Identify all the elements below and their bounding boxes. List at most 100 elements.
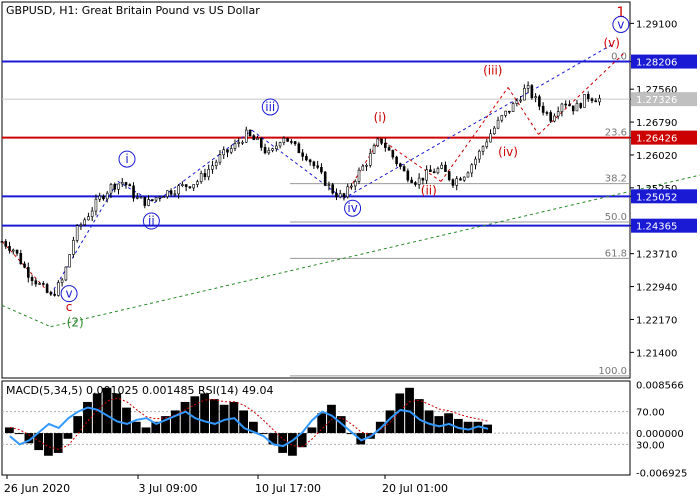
candle-body — [162, 196, 165, 198]
candle-body — [229, 148, 233, 153]
price-tick-label: 1.27560 — [636, 85, 677, 96]
candle-body — [320, 167, 323, 173]
candle-body — [523, 88, 526, 101]
candle-body — [282, 137, 286, 143]
macd-bar — [297, 433, 307, 448]
fib-level-label: 50.0 — [605, 212, 627, 223]
indicator-tick-label: 0.008566 — [636, 381, 684, 392]
indicator-tick-label: -0.006925 — [636, 468, 687, 479]
macd-bar — [170, 410, 180, 434]
macd-bar — [414, 399, 424, 434]
x-tick-label: 26 Jun 2020 — [4, 482, 70, 495]
macd-bar — [24, 433, 34, 444]
price-tick-label: 1.21400 — [636, 348, 677, 359]
candle-body — [207, 168, 210, 178]
candle-body — [410, 179, 413, 183]
wave-label: (v) — [603, 36, 619, 50]
macd-bar — [463, 421, 473, 434]
candle-body — [23, 263, 26, 268]
candle-body — [323, 171, 327, 186]
price-box — [631, 92, 697, 107]
wave-label: (2) — [67, 316, 84, 330]
candle-body — [53, 293, 56, 296]
price-frame — [1, 1, 631, 379]
candle-body — [57, 282, 60, 296]
wave-label: (iv) — [498, 145, 518, 159]
candle-body — [297, 143, 301, 154]
candle-body — [15, 249, 19, 254]
candle-body — [368, 153, 372, 166]
candle-body — [105, 192, 109, 200]
candle-body — [271, 148, 274, 151]
fib-level-label: 100.0 — [598, 366, 627, 377]
candle-body — [87, 216, 90, 221]
price-tick-label: 1.26790 — [636, 118, 677, 129]
candle-body — [120, 182, 124, 185]
candle-body — [316, 165, 319, 168]
macd-bar — [180, 401, 190, 434]
candle-body — [90, 210, 94, 217]
candle-body — [132, 185, 135, 199]
candle-body — [331, 184, 334, 194]
candle-body — [68, 254, 71, 268]
price-box-label: 1.28206 — [636, 58, 677, 69]
candle-body — [109, 184, 113, 194]
candle-body — [8, 246, 11, 251]
rsi-level-label: 70.00 — [636, 408, 665, 419]
candle-body — [169, 190, 173, 195]
rsi-level-label: 30.00 — [636, 440, 665, 451]
candle-body — [286, 137, 289, 142]
macd-bar — [14, 433, 24, 435]
chart-title: GBPUSD, H1: Great Britain Pound vs US Do… — [6, 4, 260, 17]
macd-bar — [34, 433, 44, 451]
macd-signal-line — [9, 397, 489, 450]
macd-bar — [122, 407, 131, 434]
macd-bar — [249, 421, 258, 434]
macd-bar — [258, 433, 268, 435]
candle-body — [312, 161, 316, 167]
wave-trendline — [50, 181, 119, 295]
candle-body — [64, 266, 68, 281]
candle-body — [154, 197, 158, 201]
candle-body — [128, 184, 132, 187]
fib-level-label: 38.2 — [605, 174, 627, 185]
wave-label: iv — [347, 201, 357, 215]
wave-label: i — [125, 152, 128, 166]
macd-bar — [161, 416, 170, 434]
candle-body — [203, 173, 207, 178]
wave-label-circle — [261, 98, 279, 116]
wave-label-circle — [60, 285, 78, 303]
candle-body — [188, 186, 192, 189]
price-tick-label: 1.26020 — [636, 151, 677, 162]
candle-body — [94, 198, 98, 212]
candle-body — [214, 161, 218, 167]
wave-label: ii — [148, 214, 155, 228]
candle-body — [447, 171, 451, 180]
wave-label: (iii) — [483, 64, 502, 78]
candle-body — [564, 103, 567, 106]
candle-body — [259, 138, 263, 148]
candle-body — [496, 119, 500, 129]
candle-body — [500, 115, 504, 121]
price-box-label: 1.24365 — [636, 222, 677, 233]
candle-body — [594, 100, 598, 103]
candle-body — [263, 147, 267, 154]
price-box — [631, 189, 697, 204]
candle-body — [290, 141, 293, 143]
candle-body — [60, 279, 64, 283]
candle-body — [19, 253, 23, 265]
candle-body — [575, 103, 579, 112]
candle-body — [357, 169, 361, 182]
candle-body — [365, 164, 368, 167]
wave-label-circle — [612, 15, 630, 33]
candle-body — [477, 150, 481, 160]
candle-body — [113, 184, 117, 190]
macd-bar — [83, 401, 92, 434]
candle-body — [541, 105, 545, 113]
candle-body — [440, 164, 443, 169]
wave-trendline — [440, 87, 509, 182]
candle-body — [511, 103, 515, 112]
candle-body — [553, 115, 556, 122]
candle-body — [199, 173, 203, 183]
